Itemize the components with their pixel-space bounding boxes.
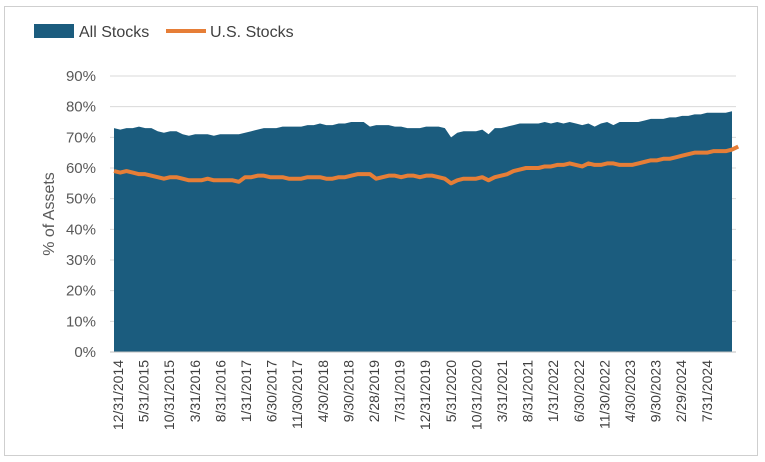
x-tick-label: 4/30/2018	[315, 360, 331, 422]
legend: All Stocks U.S. Stocks	[34, 24, 294, 41]
x-tick-label: 10/31/2020	[468, 360, 484, 430]
legend-label-us-stocks: U.S. Stocks	[210, 24, 294, 41]
x-tick-label: 5/31/2020	[443, 360, 459, 422]
x-tick-label: 12/31/2014	[110, 360, 126, 430]
x-tick-label: 1/31/2017	[238, 360, 254, 422]
x-tick-label: 7/31/2024	[699, 360, 715, 422]
series-us-stocks-line	[113, 144, 740, 186]
x-tick-label: 6/30/2017	[264, 360, 280, 422]
x-tick-label: 2/29/2024	[673, 360, 689, 422]
x-tick-label: 9/30/2023	[648, 360, 664, 422]
y-tick-label: 90%	[66, 68, 96, 85]
x-tick-label: 11/30/2022	[596, 360, 612, 429]
series-all-stocks-area	[114, 111, 732, 353]
legend-item-all-stocks: All Stocks	[34, 24, 149, 41]
x-tick-label: 3/31/2021	[494, 360, 510, 422]
x-tick-label: 11/30/2017	[289, 360, 305, 429]
x-tick-label: 1/31/2022	[545, 360, 561, 422]
x-axis-ticks: 12/31/2014 5/31/2015 10/31/2015 3/31/2016 8/…	[110, 360, 715, 430]
x-tick-label: 3/31/2016	[187, 360, 203, 422]
x-tick-label: 8/31/2016	[212, 360, 228, 422]
x-tick-label: 7/31/2019	[392, 360, 408, 422]
x-tick-label: 12/31/2019	[417, 360, 433, 430]
x-tick-label: 10/31/2015	[161, 360, 177, 430]
y-tick-label: 50%	[66, 191, 96, 208]
legend-label-all-stocks: All Stocks	[79, 24, 149, 41]
x-tick-label: 5/31/2015	[136, 360, 152, 422]
x-tick-label: 9/30/2018	[340, 360, 356, 422]
y-axis-title: % of Assets	[41, 172, 58, 256]
legend-item-us-stocks: U.S. Stocks	[166, 24, 294, 41]
y-tick-label: 40%	[66, 221, 96, 238]
x-tick-label: 8/31/2021	[520, 360, 536, 422]
y-axis-ticks: 0% 10% 20% 30% 40% 50% 60% 70% 80% 90%	[66, 68, 96, 361]
y-tick-label: 70%	[66, 129, 96, 146]
x-tick-label: 6/30/2022	[571, 360, 587, 422]
x-tick-label: 2/28/2019	[366, 360, 382, 422]
y-tick-label: 20%	[66, 283, 96, 300]
y-tick-label: 30%	[66, 252, 96, 269]
y-tick-label: 10%	[66, 313, 96, 330]
y-tick-label: 60%	[66, 160, 96, 177]
y-tick-label: 0%	[74, 344, 96, 361]
series-layer	[113, 111, 740, 353]
legend-swatch-all-stocks	[34, 24, 74, 38]
x-tick-label: 4/30/2023	[622, 360, 638, 422]
y-tick-label: 80%	[66, 99, 96, 116]
